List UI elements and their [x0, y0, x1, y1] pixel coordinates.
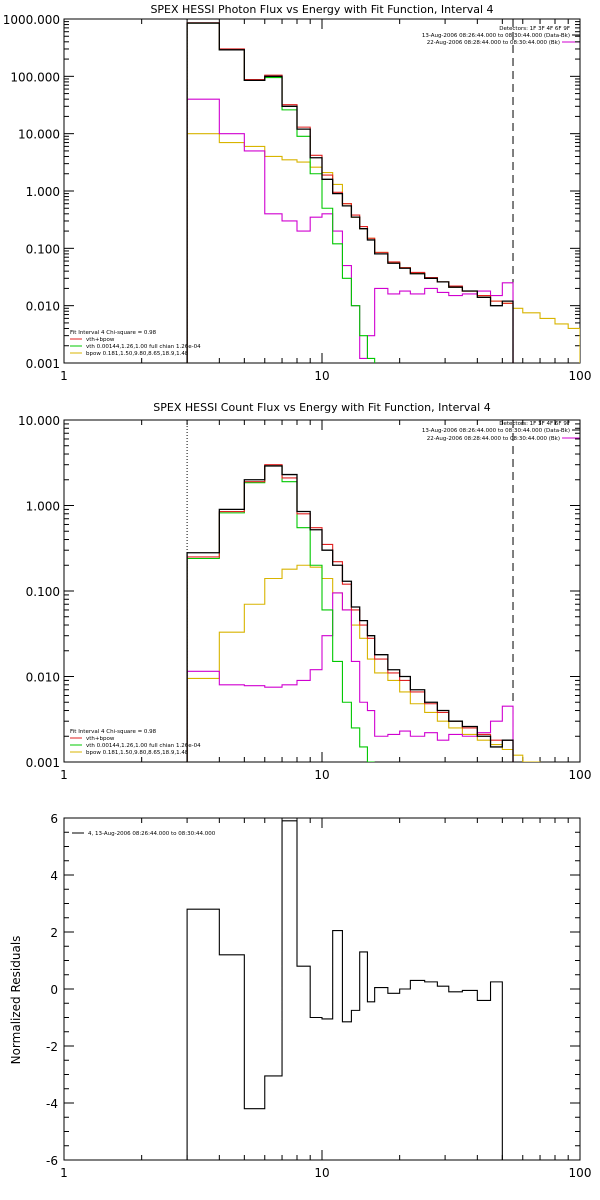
photon-flux-panel: SPEX HESSI Photon Flux vs Energy with Fi…	[3, 3, 592, 383]
x-tick-label: 10	[314, 768, 329, 782]
y-tick-label: 0.100	[26, 242, 60, 256]
photon-fit-legend: Fit Interval 4 Chi-square = 0.98 vth+bpo…	[70, 330, 201, 357]
x-tick-label: 1	[60, 768, 68, 782]
residuals-panel: 4, 13-Aug-2006 08:26:44.000 to 08:30:44.…	[9, 812, 591, 1180]
series-bpow	[186, 133, 580, 363]
photon-info-bk-interval: 22-Aug-2006 08:28:44.000 to 08:30:44.000…	[427, 40, 560, 46]
y-tick-label: -6	[46, 1154, 58, 1168]
count-info-detectors: Detectors: 1F 3F 4F 6F 9F	[499, 421, 570, 427]
y-tick-label: 0.010	[26, 300, 60, 314]
count-info-block: Detectors: 1F 3F 4F 6F 9F 13-Aug-2006 08…	[422, 421, 580, 442]
y-tick-label: 0.001	[26, 357, 60, 371]
series-vth	[186, 465, 375, 762]
y-tick-label: -4	[46, 1097, 58, 1111]
series-bk	[186, 98, 514, 363]
x-tick-label: 100	[569, 1166, 592, 1180]
residual-ylabel: Normalized Residuals	[9, 936, 23, 1065]
count-fit-total-label: vth+bpow	[86, 736, 115, 742]
y-tick-label: 10.000	[18, 414, 60, 428]
y-tick-label: 0.001	[26, 756, 60, 770]
y-tick-label: -2	[46, 1040, 58, 1054]
y-tick-label: 100.000	[10, 70, 60, 84]
series-bk	[186, 592, 514, 762]
photon-flux-title: SPEX HESSI Photon Flux vs Energy with Fi…	[150, 3, 493, 16]
y-tick-label: 0.100	[26, 585, 60, 599]
x-tick-label: 1	[60, 1166, 68, 1180]
series-vth	[186, 22, 383, 363]
x-tick-label: 1	[60, 369, 68, 383]
x-tick-label: 10	[314, 1166, 329, 1180]
count-fit-chisq: Fit Interval 4 Chi-square = 0.98	[70, 729, 157, 735]
x-tick-label: 10	[314, 369, 329, 383]
y-tick-label: 0	[50, 983, 58, 997]
y-tick-label: 1.000	[26, 185, 60, 199]
y-tick-label: 10.000	[18, 128, 60, 142]
count-info-data-interval: 13-Aug-2006 08:26:44.000 to 08:30:44.000…	[422, 428, 570, 434]
x-tick-label: 100	[569, 369, 592, 383]
count-flux-title: SPEX HESSI Count Flux vs Energy with Fit…	[153, 401, 490, 414]
series-bpow	[186, 564, 569, 762]
photon-fit-total-label: vth+bpow	[86, 337, 115, 343]
series-data-bk	[186, 465, 514, 762]
series-4-13-aug-2006-08-26-44-000-to-08-30-44-000	[186, 820, 503, 1160]
residual-legend-label: 4, 13-Aug-2006 08:26:44.000 to 08:30:44.…	[88, 831, 216, 837]
photon-info-block: Detectors: 1F 3F 4F 6F 9F 13-Aug-2006 08…	[422, 26, 580, 46]
y-tick-label: 6	[50, 812, 58, 826]
y-tick-label: 2	[50, 926, 58, 940]
y-tick-label: 1.000	[26, 500, 60, 514]
count-fit-vth-label: vth 0.00144,1.26,1.00 full chian 1.26e-0…	[86, 743, 201, 749]
x-tick-label: 100	[569, 768, 592, 782]
photon-fit-vth-label: vth 0.00144,1.26,1.00 full chian 1.26e-0…	[86, 344, 201, 350]
count-flux-panel: SPEX HESSI Count Flux vs Energy with Fit…	[18, 401, 591, 782]
count-fit-bpow-label: bpow 0.181,1.50,9.80,8.65,18.9,1.48	[86, 750, 189, 756]
count-info-bk-interval: 22-Aug-2006 08:28:44.000 to 08:30:44.000…	[427, 436, 560, 442]
y-tick-label: 4	[50, 869, 58, 883]
y-tick-label: 0.010	[26, 671, 60, 685]
series-vth-bpow	[186, 22, 514, 363]
photon-info-detectors: Detectors: 1F 3F 4F 6F 9F	[499, 26, 570, 32]
y-tick-label: 1000.000	[3, 13, 60, 27]
photon-fit-bpow-label: bpow 0.181,1.50,9.80,8.65,18.9,1.48	[86, 351, 189, 357]
count-fit-legend: Fit Interval 4 Chi-square = 0.98 vth+bpo…	[70, 729, 201, 756]
series-data-bk	[186, 22, 514, 363]
photon-fit-chisq: Fit Interval 4 Chi-square = 0.98	[70, 330, 157, 336]
photon-info-data-interval: 13-Aug-2006 08:26:44.000 to 08:30:44.000…	[422, 33, 570, 39]
